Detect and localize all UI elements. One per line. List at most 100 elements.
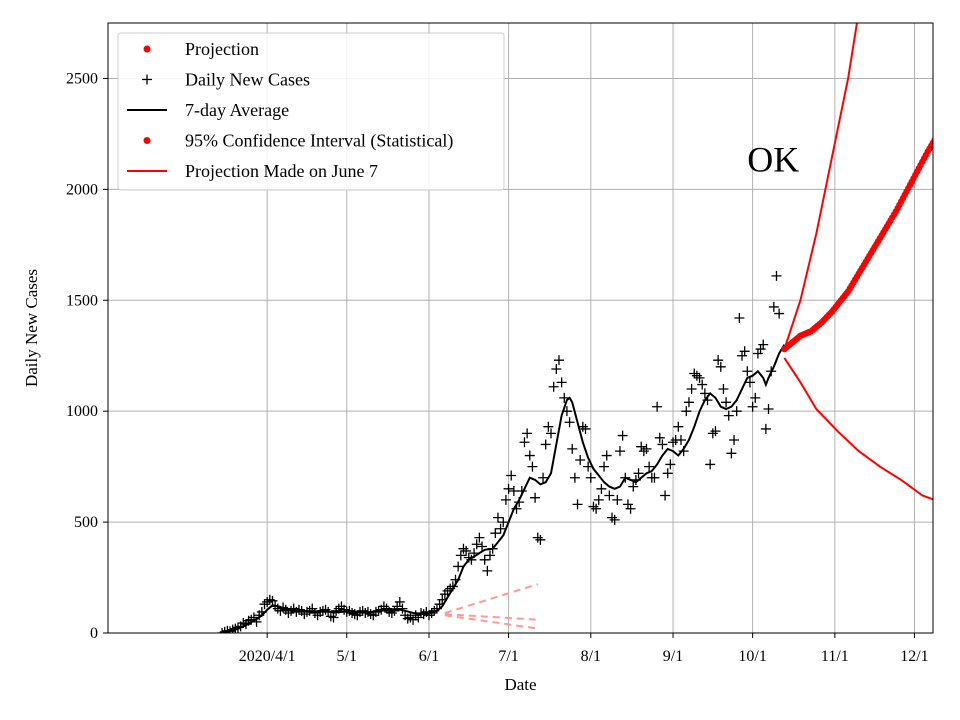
daily-case-point	[495, 523, 506, 534]
x-tick-label: 2020/4/1	[239, 648, 296, 665]
daily-case-point	[347, 608, 358, 619]
y-tick-label: 2500	[66, 70, 98, 87]
daily-case-point	[604, 490, 615, 501]
daily-case-point	[625, 503, 636, 514]
daily-case-point	[339, 604, 350, 615]
daily-case-point	[484, 550, 495, 561]
legend-box	[117, 32, 505, 191]
daily-case-point	[458, 543, 469, 554]
daily-case-point	[559, 392, 570, 403]
daily-case-point	[739, 346, 750, 357]
daily-case-point	[503, 483, 514, 494]
daily-case-point	[699, 388, 710, 399]
daily-case-point	[394, 596, 405, 607]
daily-case-point	[482, 565, 493, 576]
daily-case-point	[471, 539, 482, 550]
daily-case-point	[524, 450, 535, 461]
daily-case-point	[622, 499, 633, 510]
daily-case-point	[490, 528, 501, 539]
daily-case-point	[609, 514, 620, 525]
daily-case-point	[477, 541, 488, 552]
daily-case-point	[320, 604, 331, 615]
daily-case-point	[681, 406, 692, 417]
daily-case-point	[500, 494, 511, 505]
x-tick-label: 7/1	[498, 648, 518, 665]
y-tick-label: 2000	[66, 181, 98, 198]
annotation-ok: OK	[747, 140, 799, 180]
legend-label: 95% Confidence Interval (Statistical)	[185, 131, 453, 152]
x-axis-label: Date	[504, 675, 536, 694]
daily-case-point	[747, 401, 758, 412]
daily-case-point	[588, 501, 599, 512]
daily-case-point	[498, 517, 509, 528]
daily-case-point	[217, 628, 228, 633]
daily-case-point	[686, 384, 697, 394]
daily-case-point	[259, 599, 270, 610]
axes-frame	[107, 22, 934, 634]
june7-projection-line	[444, 613, 538, 621]
x-tick-label: 8/1	[581, 648, 601, 665]
daily-case-point	[755, 344, 766, 355]
series-layer	[217, 23, 933, 633]
daily-case-point	[694, 372, 705, 383]
daily-case-point	[596, 483, 607, 494]
daily-case-point	[365, 609, 376, 620]
daily-case-point	[506, 470, 517, 481]
x-tick-label: 12/1	[900, 648, 928, 665]
seven-day-average-line	[221, 344, 786, 633]
daily-case-point	[665, 459, 676, 470]
daily-case-point	[389, 605, 400, 616]
daily-case-point	[734, 313, 745, 324]
daily-case-point	[707, 428, 718, 439]
daily-case-point	[540, 439, 551, 450]
legend: Projection Daily New Cases 7-day Average 95…	[117, 32, 505, 191]
x-tick-label: 5/1	[337, 648, 357, 665]
daily-case-point	[752, 348, 763, 359]
daily-case-point	[325, 611, 336, 622]
daily-case-point	[737, 350, 748, 361]
daily-case-point	[673, 421, 684, 432]
daily-case-point	[402, 613, 413, 624]
daily-case-point	[750, 392, 761, 403]
y-tick-label: 500	[74, 514, 98, 531]
daily-case-point	[662, 468, 673, 479]
daily-case-point	[575, 454, 586, 465]
x-tick-label: 9/1	[663, 648, 683, 665]
daily-case-point	[535, 534, 546, 545]
daily-case-point	[328, 612, 339, 623]
daily-case-point	[726, 448, 737, 459]
daily-case-point	[272, 603, 283, 614]
legend-label: Projection	[185, 39, 259, 59]
daily-case-point	[697, 379, 708, 390]
legend-plus-marker	[142, 74, 152, 85]
legend-label: Projection Made on June 7	[185, 161, 378, 181]
daily-case-point	[691, 370, 702, 381]
daily-case-point	[638, 446, 649, 457]
daily-case-point	[479, 554, 490, 565]
daily-case-point	[715, 361, 726, 372]
june7-projection-line	[444, 583, 539, 614]
daily-case-point	[519, 437, 530, 448]
june7-projection-line	[444, 614, 538, 630]
daily-case-point	[492, 512, 503, 523]
daily-case-point	[569, 472, 580, 483]
daily-case-point	[551, 364, 562, 375]
daily-case-point	[710, 426, 721, 437]
y-axis-label: Daily New Cases	[22, 269, 41, 387]
daily-case-point	[657, 439, 668, 450]
daily-case-point	[474, 532, 485, 543]
daily-case-point	[628, 481, 639, 492]
legend-dot-marker	[143, 137, 151, 144]
daily-case-point	[262, 596, 273, 607]
daily-case-point	[768, 301, 779, 312]
x-tick-label: 6/1	[419, 648, 439, 665]
daily-case-point	[774, 308, 785, 319]
daily-case-point	[532, 532, 543, 543]
daily-case-point	[721, 397, 732, 408]
daily-case-point	[654, 432, 665, 443]
daily-case-point	[538, 472, 549, 483]
daily-case-point	[410, 610, 421, 621]
daily-case-point	[760, 423, 771, 434]
daily-case-point	[580, 423, 591, 434]
